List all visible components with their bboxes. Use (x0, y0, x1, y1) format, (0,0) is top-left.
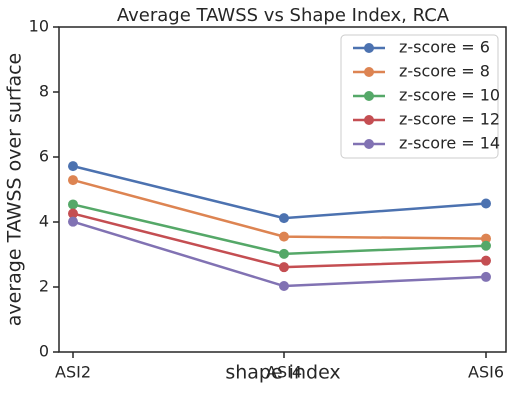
y-tick-label: 2 (39, 277, 49, 296)
data-point (481, 233, 491, 244)
y-tick-label: 4 (39, 212, 49, 231)
legend-marker (364, 91, 374, 101)
legend: z-score = 6 z-score = 8 z-score = 10 z-scor… (340, 34, 500, 159)
legend-label: z-score = 10 (399, 86, 500, 105)
y-tick-label: 8 (39, 82, 49, 101)
series-line-4 (68, 208, 491, 273)
y-axis-label: average TAWSS over surface (4, 53, 26, 327)
data-point (279, 231, 289, 242)
legend-marker (364, 139, 374, 149)
data-point (68, 175, 78, 186)
data-point (481, 271, 491, 282)
data-point (481, 255, 491, 266)
series-line-3 (68, 199, 491, 259)
data-point (279, 281, 289, 292)
x-axis-label: shape index (225, 362, 340, 384)
data-point (68, 161, 78, 172)
plot-frame (58, 26, 507, 353)
legend-marker (364, 67, 374, 77)
legend-label: z-score = 6 (399, 38, 490, 57)
data-point (68, 199, 78, 210)
y-tick-label: 10 (29, 17, 49, 36)
series-line-1 (68, 161, 491, 224)
data-point (279, 213, 289, 224)
x-tick-label: ASI6 (468, 363, 504, 382)
data-point (68, 216, 78, 227)
series-line-2 (68, 175, 491, 244)
data-point (481, 198, 491, 209)
series-line-5 (68, 216, 491, 292)
x-tick-label: ASI2 (55, 363, 91, 382)
legend-box (340, 34, 499, 159)
data-point (279, 262, 289, 273)
data-point (481, 240, 491, 251)
data-point (68, 208, 78, 219)
y-tick-label: 6 (39, 147, 49, 166)
legend-label: z-score = 8 (399, 62, 490, 81)
y-tick-label: 0 (39, 342, 49, 361)
legend-label: z-score = 12 (399, 110, 500, 129)
data-point (279, 248, 289, 259)
legend-marker (364, 115, 374, 125)
legend-marker (364, 43, 374, 53)
series-lines (68, 161, 491, 292)
chart-title: Average TAWSS vs Shape Index, RCA (117, 5, 450, 26)
series-path (72, 164, 487, 220)
legend-label: z-score = 14 (399, 134, 500, 153)
x-tick-label: ASI4 (266, 363, 302, 382)
axis-ticks: 0 2 4 6 8 10 ASI2 ASI4 ASI6 (29, 17, 504, 382)
